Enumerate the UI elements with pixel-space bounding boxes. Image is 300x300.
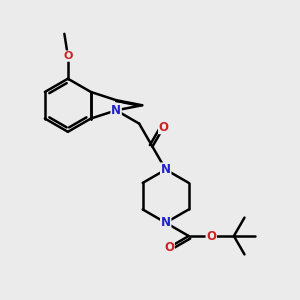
Text: O: O — [206, 230, 216, 242]
Text: N: N — [161, 163, 171, 176]
Text: O: O — [164, 241, 174, 254]
Text: N: N — [161, 216, 171, 229]
Text: O: O — [159, 121, 169, 134]
Text: N: N — [111, 104, 121, 117]
Text: O: O — [63, 51, 73, 61]
